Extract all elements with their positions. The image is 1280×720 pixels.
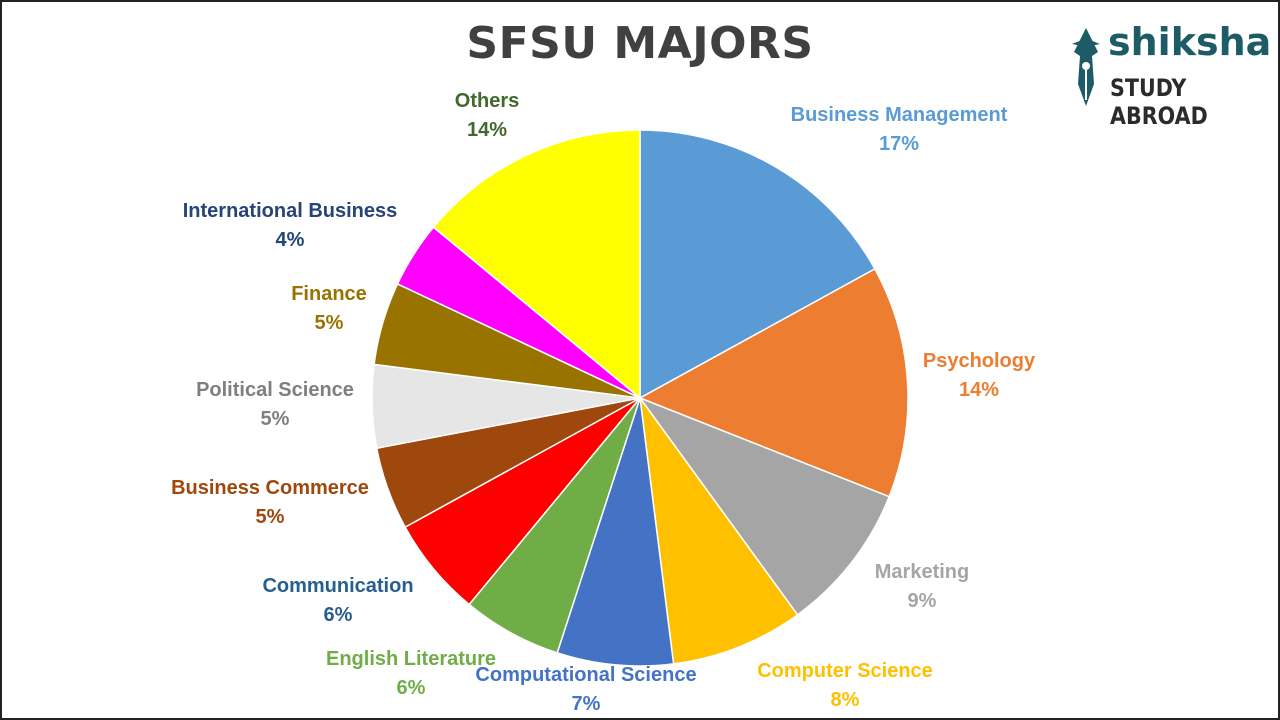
pie-slice-business-management [639, 129, 876, 400]
shiksha-logo: shiksha STUDY ABROAD [1068, 20, 1272, 130]
data-label-business-commerce: Business Commerce 5% [171, 477, 369, 528]
data-label-communication: Communication 6% [262, 575, 413, 626]
pen-nib-icon [1072, 28, 1100, 106]
slice-category-label: English Literature [326, 648, 496, 670]
slice-category-label: Computational Science [475, 664, 696, 686]
slice-category-label: International Business [183, 200, 398, 222]
pie-slice-others [432, 129, 641, 400]
data-label-computer-science: Computer Science 8% [757, 660, 933, 711]
pie-slice-computational-science [556, 397, 675, 667]
slice-percent-label: 9% [908, 590, 937, 612]
data-label-business-management: Business Management 17% [791, 104, 1008, 155]
data-label-marketing: Marketing 9% [875, 561, 969, 612]
slice-percent-label: 4% [276, 229, 305, 251]
slice-percent-label: 14% [959, 379, 999, 401]
slice-category-label: Business Commerce [171, 477, 369, 499]
slice-category-label: Political Science [196, 379, 354, 401]
slice-category-label: Others [455, 90, 519, 112]
data-label-psychology: Psychology 14% [923, 350, 1036, 401]
data-label-computational-science: Computational Science 7% [475, 664, 696, 715]
data-label-english-literature: English Literature 6% [326, 648, 496, 699]
slice-percent-label: 8% [831, 689, 860, 711]
slice-percent-label: 5% [261, 408, 290, 430]
data-label-international-business: International Business 4% [183, 200, 398, 251]
slice-category-label: Business Management [791, 104, 1008, 126]
slice-category-label: Psychology [923, 350, 1036, 372]
pie-slice-computer-science [639, 397, 799, 665]
chart-title: SFSU MAJORS [466, 18, 814, 69]
data-label-finance: Finance 5% [291, 283, 367, 334]
data-label-others: Others 14% [455, 90, 519, 141]
data-label-political-science: Political Science 5% [196, 379, 354, 430]
slice-percent-label: 14% [467, 119, 507, 141]
slice-percent-label: 6% [397, 677, 426, 699]
pie-slice-marketing [637, 396, 891, 616]
slice-percent-label: 6% [324, 604, 353, 626]
logo-wordmark: shiksha [1108, 20, 1272, 64]
slice-percent-label: 7% [572, 693, 601, 715]
slice-category-label: Computer Science [757, 660, 933, 682]
logo-subtitle: STUDY ABROAD [1110, 74, 1208, 130]
slice-category-label: Marketing [875, 561, 969, 583]
slice-percent-label: 17% [879, 133, 919, 155]
slice-percent-label: 5% [315, 312, 344, 334]
slice-percent-label: 5% [256, 506, 285, 528]
pie-slice-psychology [638, 267, 909, 498]
slice-category-label: Finance [291, 283, 367, 305]
slice-category-label: Communication [262, 575, 413, 597]
